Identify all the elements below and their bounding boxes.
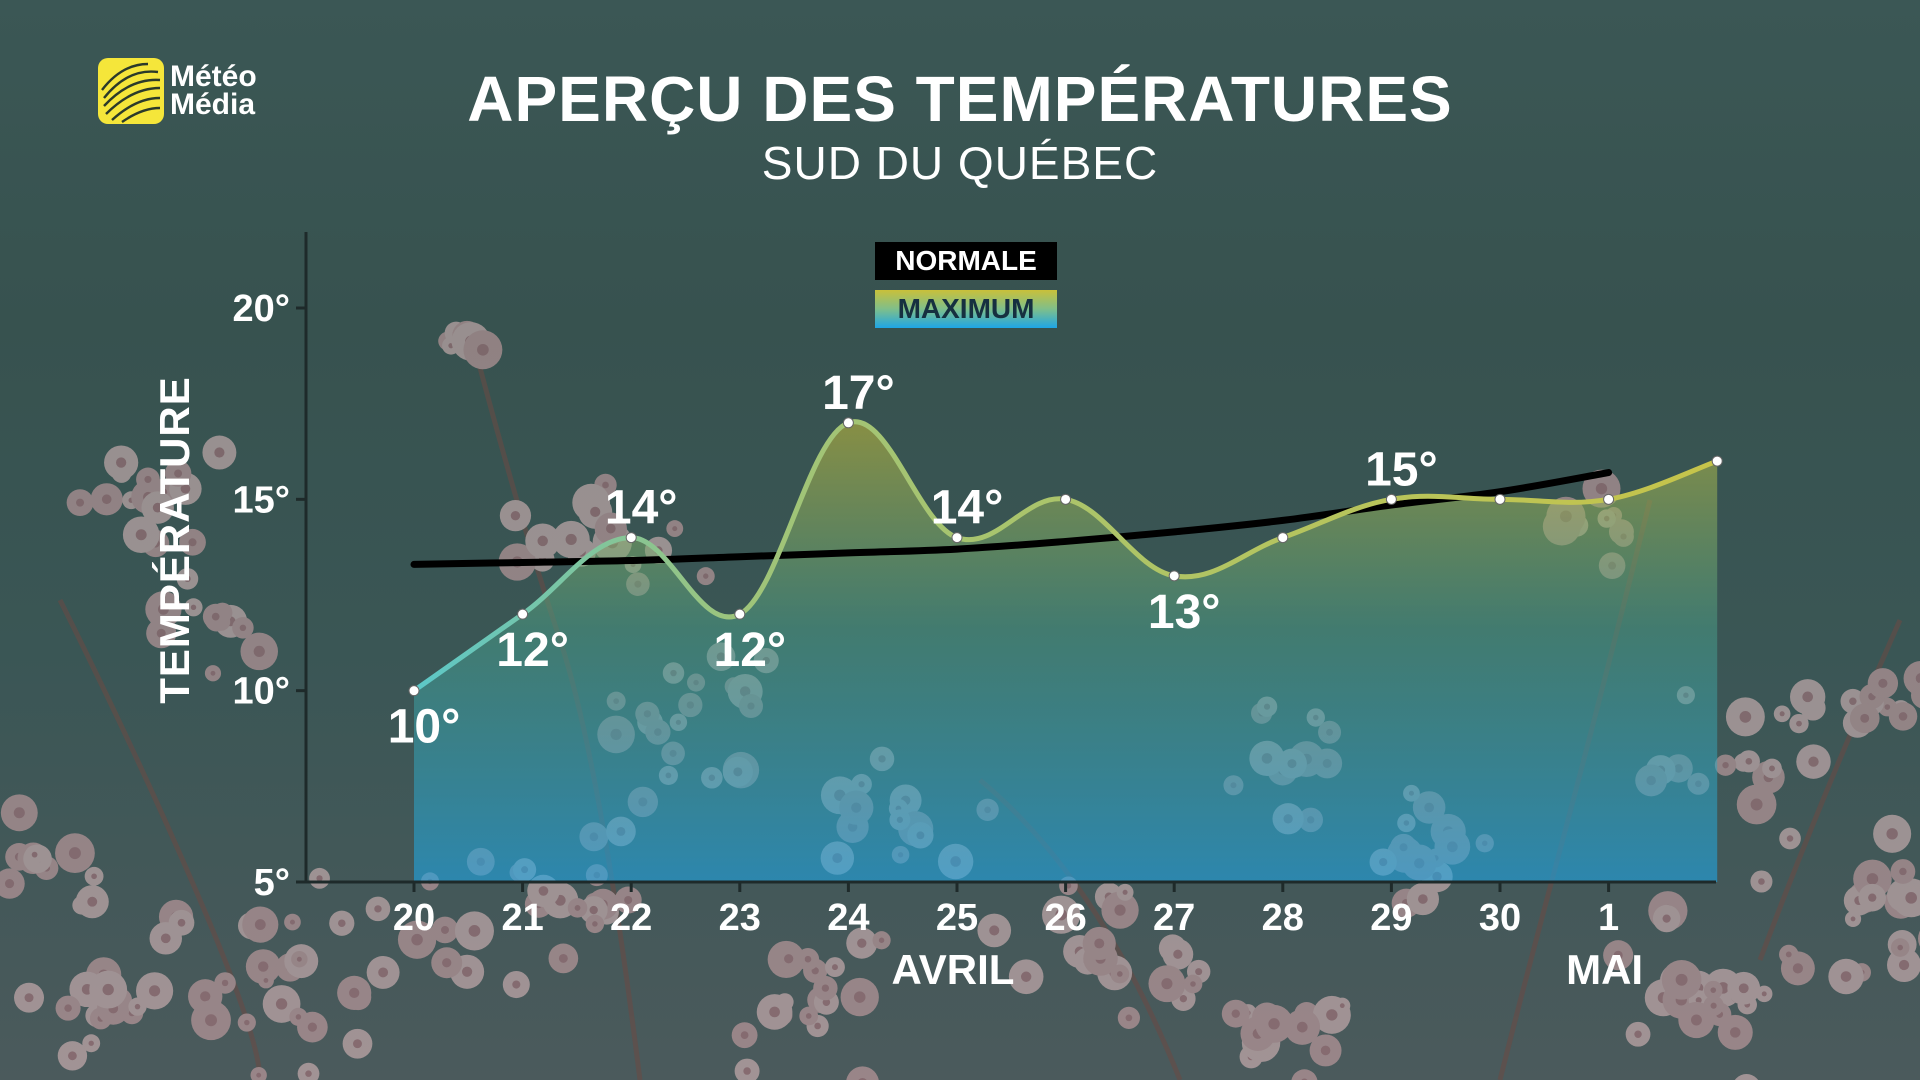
- x-tick-label-3: 23: [719, 897, 761, 939]
- data-label-1: 12°: [496, 624, 569, 677]
- maximum-point-4: [842, 417, 854, 429]
- data-label-7: 13°: [1148, 586, 1221, 639]
- blossom-cluster-1: [66, 435, 237, 558]
- y-tick-label-1: 10°: [233, 671, 290, 713]
- chart-title: APERÇU DES TEMPÉRATURES: [467, 63, 1453, 135]
- blossom-cluster-7: [14, 899, 236, 1071]
- y-tick-label-2: 15°: [233, 479, 290, 521]
- data-label-5: 14°: [931, 482, 1004, 535]
- maximum-point-11: [1603, 493, 1615, 505]
- x-tick-label-11: 1: [1598, 897, 1619, 939]
- blossom-cluster-0: [438, 320, 503, 370]
- month-label-mai: MAI: [1566, 946, 1644, 993]
- y-tick-label-0: 5°: [254, 862, 290, 904]
- maximum-point-10: [1494, 493, 1506, 505]
- blossom-cluster-2: [145, 568, 278, 682]
- maximum-point-3: [734, 608, 746, 620]
- maximum-point-5: [951, 532, 963, 544]
- x-tick-label-8: 28: [1262, 897, 1304, 939]
- blossom-cluster-17: [731, 927, 891, 1080]
- normale-line: [410, 469, 1613, 568]
- x-tick-label-2: 22: [610, 897, 652, 939]
- x-tick-label-0: 20: [393, 897, 435, 939]
- data-label-9: 15°: [1365, 443, 1438, 496]
- x-tick-label-4: 24: [827, 897, 869, 939]
- maximum-point-1: [517, 608, 529, 620]
- blossom-cluster-16: [1183, 974, 1351, 1080]
- x-tick-label-1: 21: [501, 897, 543, 939]
- maximum-point-9: [1385, 493, 1397, 505]
- blossom-cluster-6: [188, 867, 463, 1080]
- data-label-3: 12°: [714, 624, 787, 677]
- brand-line-2: Média: [170, 88, 256, 121]
- x-tick-label-9: 29: [1370, 897, 1412, 939]
- maximum-point-7: [1168, 570, 1180, 582]
- branch-3: [1757, 618, 1903, 961]
- maximum-point-2: [625, 532, 637, 544]
- month-label-avril: AVRIL: [891, 946, 1015, 993]
- branch-2: [57, 598, 263, 1080]
- maximum-point-12: [1711, 455, 1723, 467]
- meteomedia-logo: Météo Média: [98, 58, 257, 124]
- data-label-0: 10°: [388, 701, 461, 754]
- maximum-point-8: [1277, 532, 1289, 544]
- brand-line-1: Météo: [170, 60, 257, 93]
- data-label-4: 17°: [822, 367, 895, 420]
- x-tick-label-6: 26: [1044, 897, 1086, 939]
- blossom-cluster-14: [1603, 891, 1799, 1080]
- legend-maximum: MAXIMUM: [875, 290, 1057, 328]
- maximum-point-6: [1060, 493, 1072, 505]
- blossom-cluster-19: [0, 794, 109, 919]
- legend: NORMALE MAXIMUM: [875, 242, 1057, 338]
- blossom-cluster-13: [1750, 814, 1920, 995]
- legend-normale: NORMALE: [875, 242, 1057, 280]
- blossom-cluster-3: [498, 473, 715, 596]
- x-tick-label-7: 27: [1153, 897, 1195, 939]
- y-tick-label-3: 20°: [233, 288, 290, 330]
- maximum-area: [414, 421, 1718, 882]
- globe-logo-icon: [98, 58, 164, 124]
- blossom-cluster-18: [1840, 660, 1920, 738]
- x-tick-label-10: 30: [1479, 897, 1521, 939]
- data-label-2: 14°: [605, 482, 678, 535]
- maximum-point-0: [408, 685, 420, 697]
- x-tick-label-5: 25: [936, 897, 978, 939]
- blossom-cluster-15: [977, 876, 1211, 1029]
- chart-subtitle: SUD DU QUÉBEC: [761, 137, 1159, 189]
